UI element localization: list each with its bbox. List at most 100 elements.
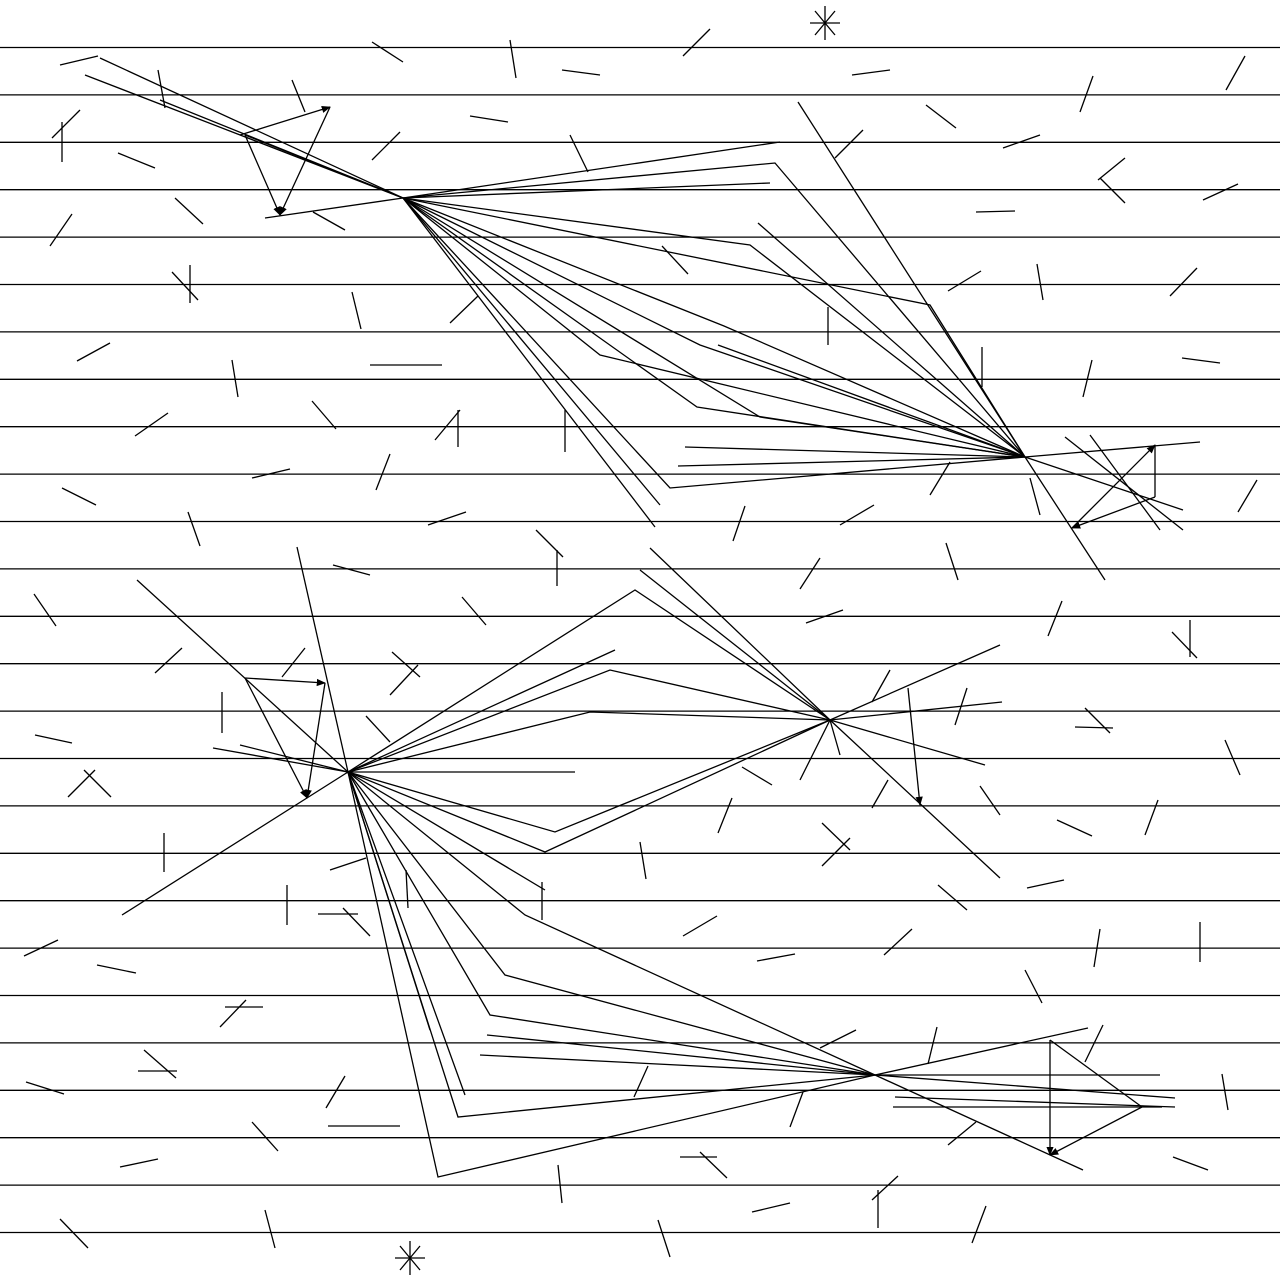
short-stroke xyxy=(1225,55,1246,91)
short-stroke xyxy=(251,1121,279,1152)
short-stroke xyxy=(329,857,367,871)
short-stroke xyxy=(756,953,796,962)
short-stroke xyxy=(979,785,1001,816)
stroke xyxy=(479,1054,876,1076)
stroke xyxy=(829,644,1001,721)
short-stroke xyxy=(1084,1024,1104,1063)
short-stroke xyxy=(219,999,247,1028)
short-stroke xyxy=(469,115,509,123)
short-stroke xyxy=(741,766,773,786)
short-stroke xyxy=(799,557,821,590)
short-stroke xyxy=(342,907,371,937)
arrow xyxy=(279,106,331,216)
short-stroke xyxy=(1171,631,1198,659)
arrow xyxy=(1071,496,1156,529)
short-stroke xyxy=(449,295,479,324)
short-stroke xyxy=(1074,726,1114,729)
short-stroke xyxy=(1079,75,1094,113)
stroke xyxy=(347,771,876,1076)
short-stroke xyxy=(947,1121,977,1146)
short-stroke xyxy=(661,245,689,275)
stroke xyxy=(684,446,1026,458)
short-stroke xyxy=(117,152,156,169)
stroke xyxy=(347,771,546,891)
short-stroke xyxy=(657,1219,671,1258)
short-stroke xyxy=(119,1158,159,1168)
stroke xyxy=(874,1074,1084,1171)
stroke xyxy=(99,57,404,199)
arrow xyxy=(244,677,326,687)
stroke xyxy=(639,569,831,721)
short-stroke xyxy=(699,1151,728,1179)
stroke xyxy=(402,197,1026,458)
short-stroke xyxy=(375,453,391,491)
arrow xyxy=(244,134,281,216)
stroke xyxy=(649,547,1001,879)
short-stroke xyxy=(371,41,404,63)
short-stroke xyxy=(34,734,73,744)
short-stroke xyxy=(371,131,401,161)
arrow xyxy=(1071,444,1156,529)
short-stroke xyxy=(154,647,183,674)
stroke xyxy=(402,197,661,506)
stroke xyxy=(829,719,841,756)
short-stroke xyxy=(405,869,409,909)
stroke xyxy=(1024,441,1201,458)
short-stroke xyxy=(1002,134,1041,149)
short-stroke xyxy=(59,55,99,66)
short-stroke xyxy=(633,1065,649,1098)
stroke xyxy=(829,719,986,766)
short-stroke xyxy=(561,69,601,76)
short-stroke xyxy=(332,564,371,576)
short-stroke xyxy=(25,1081,65,1095)
short-stroke xyxy=(157,69,166,109)
short-stroke xyxy=(871,669,891,703)
stroke xyxy=(402,182,771,199)
stroke xyxy=(347,719,831,833)
short-stroke xyxy=(509,39,517,79)
short-stroke xyxy=(929,461,951,496)
stroke xyxy=(797,101,1026,458)
stroke xyxy=(677,456,1026,467)
short-stroke xyxy=(461,596,487,626)
short-stroke xyxy=(174,197,204,225)
short-stroke xyxy=(871,779,889,809)
short-stroke xyxy=(264,1209,276,1249)
short-stroke xyxy=(291,79,306,113)
short-stroke xyxy=(839,504,875,526)
asterisk-stroke xyxy=(399,1245,421,1271)
short-stroke xyxy=(187,511,201,547)
stroke xyxy=(829,701,1003,721)
short-stroke xyxy=(1082,359,1093,398)
short-stroke xyxy=(937,884,968,911)
short-stroke xyxy=(1202,183,1239,201)
short-stroke xyxy=(789,1091,804,1128)
stroke xyxy=(347,719,831,853)
short-stroke xyxy=(251,468,291,479)
asterisk-stroke xyxy=(814,10,836,36)
short-stroke xyxy=(805,609,844,624)
short-stroke xyxy=(1047,600,1063,637)
stroke xyxy=(1024,456,1106,581)
short-stroke xyxy=(143,1049,177,1079)
stroke xyxy=(402,162,1026,458)
short-stroke xyxy=(1026,879,1065,889)
stroke xyxy=(402,197,1026,458)
short-stroke xyxy=(1221,1073,1229,1111)
stroke xyxy=(874,1027,1089,1076)
stroke xyxy=(264,197,404,219)
short-stroke xyxy=(557,1164,563,1204)
short-stroke xyxy=(312,211,346,231)
short-stroke xyxy=(51,109,81,139)
short-stroke xyxy=(1099,177,1126,204)
stroke xyxy=(874,1074,1176,1099)
stroke xyxy=(347,771,876,1076)
stroke xyxy=(347,771,466,1096)
short-stroke xyxy=(434,409,461,441)
short-stroke xyxy=(682,915,718,937)
stroke xyxy=(1024,456,1184,511)
stroke xyxy=(347,771,431,1031)
short-stroke xyxy=(971,1205,987,1244)
